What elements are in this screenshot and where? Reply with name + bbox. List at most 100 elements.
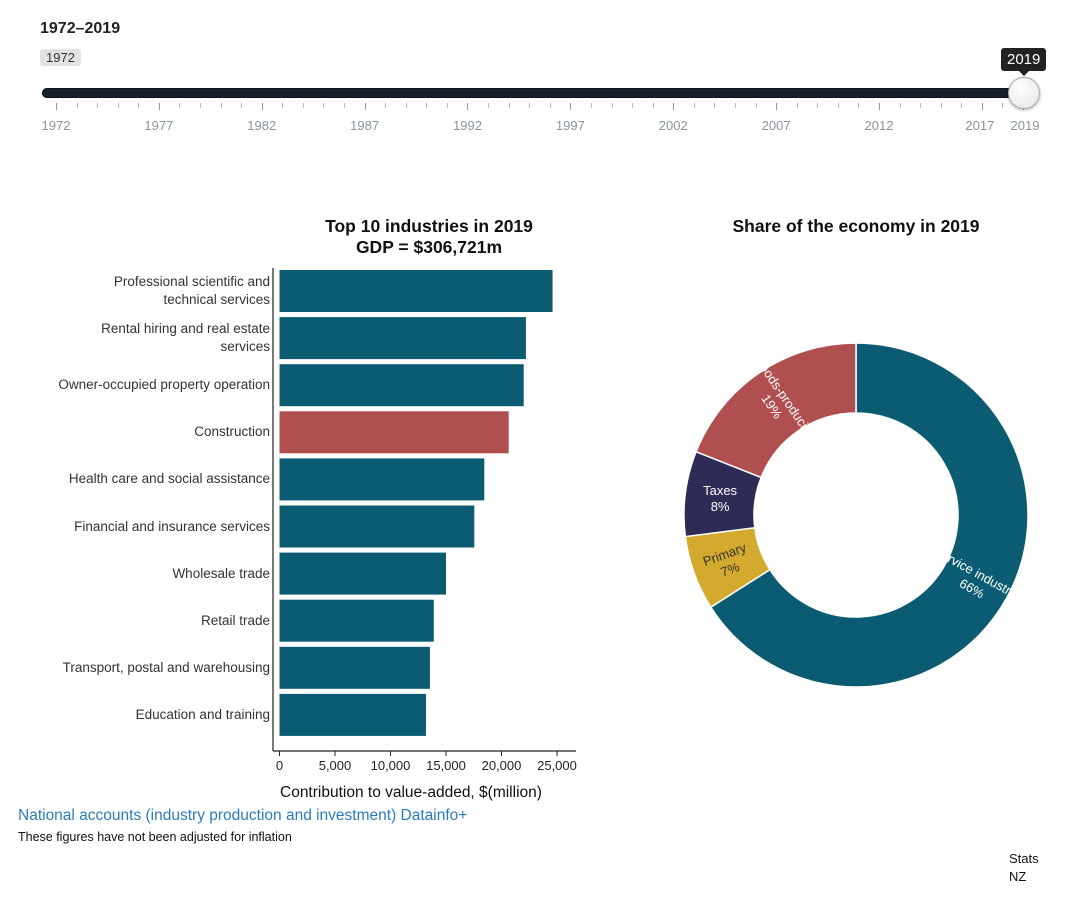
slider-tick: [858, 103, 860, 108]
slider-tick: [488, 103, 490, 108]
inflation-note: These figures have not been adjusted for…: [18, 830, 292, 844]
slider-tick: [734, 103, 736, 108]
slider-tick: [920, 103, 922, 108]
bar-category-label-line: Transport, postal and warehousing: [62, 659, 270, 675]
slider-tick: [632, 103, 634, 108]
slider-tick: [796, 103, 798, 108]
slider-tick: [529, 103, 531, 108]
bar-category-label-line: Retail trade: [200, 612, 270, 628]
slider-tick: [323, 103, 325, 108]
bar-category-label: Health care and social assistance: [30, 470, 270, 488]
bar-1: [279, 317, 526, 360]
slider-tick: [220, 103, 222, 108]
bar-chart-title-line2: GDP = $306,721m: [355, 237, 503, 257]
x-tick-label: 5,000: [319, 758, 352, 773]
slider-tick-label: 2002: [658, 118, 688, 133]
bar-category-label: Retail trade: [30, 612, 270, 630]
slider-tick-label: 1992: [453, 118, 482, 133]
slider-tick: [981, 103, 983, 110]
bar-3: [279, 411, 509, 454]
slider-tick-label: 2012: [864, 118, 894, 133]
slider-tick: [158, 103, 160, 110]
bar-category-label-line: Rental hiring and real estate: [101, 321, 270, 337]
slider-tick: [302, 103, 304, 108]
donut-chart-title: Share of the economy in 2019: [732, 216, 980, 236]
slider-tick: [446, 103, 448, 108]
bar-category-label: Financial and insurance services: [30, 518, 270, 536]
slider-start-value: 1972: [40, 49, 81, 66]
slider-tick: [282, 103, 284, 108]
slider-tick: [1002, 103, 1004, 108]
bar-7: [279, 599, 434, 642]
slider-tick: [138, 103, 140, 108]
slider-tick: [261, 103, 263, 110]
bar-chart-xlabel: Contribution to value-added, $(million): [280, 784, 542, 801]
x-tick-label: 15,000: [426, 758, 466, 773]
x-tick-label: 0: [276, 758, 283, 773]
slider-tick-label: 1972: [41, 118, 71, 133]
slider-tick: [878, 103, 880, 110]
bar-category-label: Professional scientific and technical ser…: [30, 273, 270, 309]
bar-category-label: Construction: [30, 423, 270, 441]
bar-category-label: Transport, postal and warehousing: [30, 659, 270, 677]
slider-tick: [56, 103, 57, 110]
bar-category-label: Education and training: [30, 706, 270, 724]
bar-category-label: Owner-occupied property operation: [30, 376, 270, 394]
slider-tick: [549, 103, 551, 108]
bar-category-label: Rental hiring and real estate services: [30, 320, 270, 356]
slider-tick: [673, 103, 675, 110]
range-title: 1972–2019: [40, 20, 121, 37]
slider-tick-label: 2007: [761, 118, 791, 133]
slider-tick-label: 1987: [350, 118, 380, 133]
slider-tick: [611, 103, 613, 108]
bar-category-label-line: services: [220, 339, 270, 355]
bar-category-label-line: technical services: [163, 292, 270, 307]
slider-tick: [899, 103, 901, 108]
source-link[interactable]: National accounts (industry production a…: [18, 807, 468, 824]
slider-tick-label: 1977: [144, 118, 174, 133]
slider-tick: [76, 103, 78, 108]
slider-tick: [467, 103, 469, 110]
slider-tick: [590, 103, 592, 108]
slider-tick: [837, 103, 839, 108]
year-slider-handle[interactable]: [1008, 77, 1040, 109]
slider-tick-label: 1997: [555, 118, 585, 133]
bar-2: [279, 364, 524, 407]
bar-category-label-line: Wholesale trade: [172, 565, 270, 581]
bar-chart-title: Top 10 industries in 2019 GDP = $306,721…: [274, 216, 584, 258]
x-tick-label: 20,000: [482, 758, 522, 773]
year-slider-track[interactable]: [42, 88, 1024, 98]
slider-tick: [755, 103, 757, 108]
bar-category-label: Wholesale trade: [30, 565, 270, 583]
bar-chart-title-line1: Top 10 industries in 2019: [325, 216, 533, 236]
slider-tick: [426, 103, 428, 108]
bar-category-label-line: Health care and social assistance: [68, 471, 270, 487]
slider-tick: [97, 103, 99, 108]
credit-text: Stats NZ: [1009, 851, 1039, 884]
bar-category-label-line: Education and training: [135, 706, 270, 722]
x-tick-label: 10,000: [371, 758, 411, 773]
slider-tick: [364, 103, 366, 110]
slider-tick: [652, 103, 654, 108]
slider-tick: [817, 103, 819, 108]
bar-category-label-line: Owner-occupied property operation: [58, 377, 270, 393]
slider-tick: [179, 103, 181, 108]
slider-tick: [570, 103, 572, 110]
slider-tick: [241, 103, 243, 108]
bar-6: [279, 552, 446, 595]
slider-tick: [385, 103, 387, 108]
slider-tick: [940, 103, 942, 108]
x-tick-label: 25,000: [537, 758, 577, 773]
slider-tick: [693, 103, 695, 108]
slider-tick: [508, 103, 510, 108]
bar-5: [279, 505, 475, 548]
bar-category-label-line: Financial and insurance services: [74, 518, 270, 534]
bar-0: [279, 270, 553, 312]
slider-tick: [344, 103, 346, 108]
bar-category-label-line: Construction: [194, 424, 270, 440]
slider-tick: [714, 103, 716, 108]
bar-category-label-line: Professional scientific and: [113, 274, 270, 289]
slider-tick: [117, 103, 119, 108]
slider-tick-label: 2019: [1010, 118, 1040, 133]
